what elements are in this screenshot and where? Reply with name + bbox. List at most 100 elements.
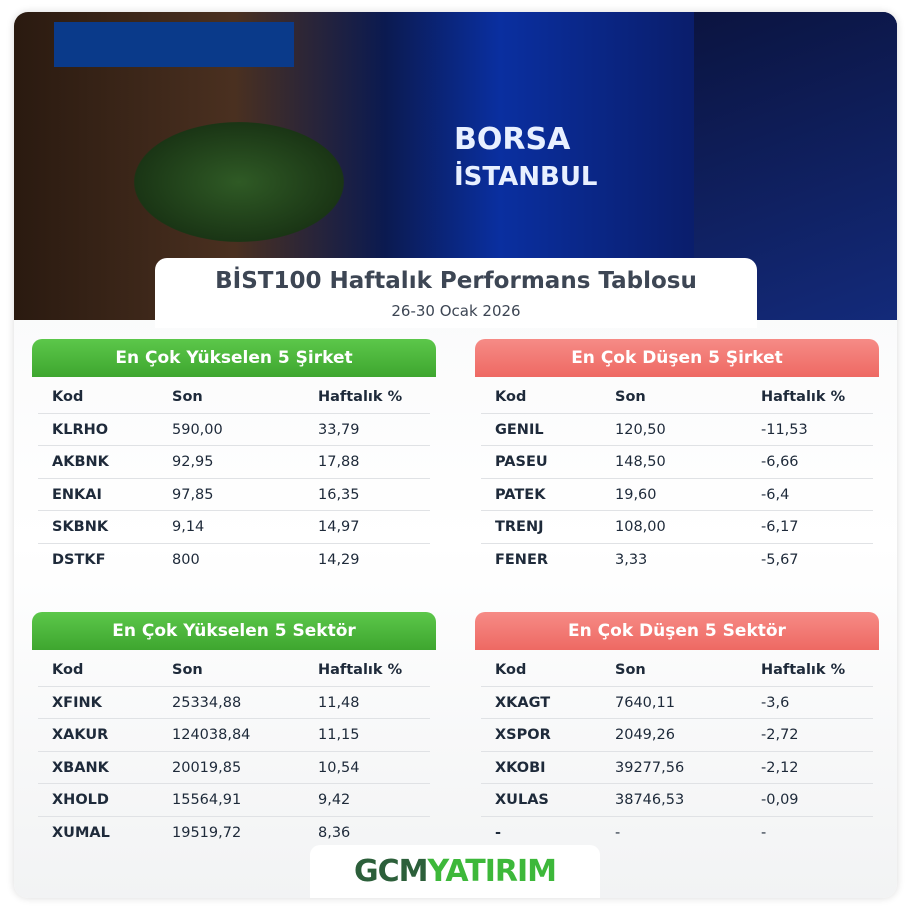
table-row: PATEK 19,60 -6,4 [481, 479, 873, 511]
header-row: Kod Son Haftalık % [481, 654, 873, 687]
column-header: Kod [52, 389, 84, 405]
sign-text: BORSA [454, 122, 571, 157]
table-row: XHOLD 15564,91 9,42 [38, 784, 430, 817]
table-row: XFINK 25334,88 11,48 [38, 687, 430, 719]
column-header: Haftalık % [318, 389, 403, 405]
cell: -0,09 [761, 792, 799, 808]
cell: 120,50 [615, 421, 666, 438]
cell: 590,00 [172, 421, 223, 438]
cell: XAKUR [52, 727, 109, 743]
cell: 19,60 [615, 486, 657, 503]
cell: -11,53 [761, 421, 808, 438]
cell: 16,35 [318, 486, 360, 503]
cell: -2,72 [761, 727, 799, 743]
cell: 19519,72 [172, 824, 242, 841]
cell: KLRHO [52, 421, 109, 438]
table: En Çok Düşen 5 Sektör Kod Son Haftalık % XKA… [475, 612, 879, 848]
cell: 7640,11 [615, 694, 675, 711]
table-row: XAKUR 124038,84 11,15 [38, 719, 430, 752]
table-row: XKAGT 7640,11 -3,6 [481, 687, 873, 719]
led-band [54, 22, 294, 67]
column-header: Kod [495, 662, 527, 678]
table-title: En Çok Yükselen 5 Şirket [32, 339, 436, 377]
logo: GCMYATIRIM [310, 845, 600, 898]
column-header: Son [615, 389, 646, 405]
cell: 2049,26 [615, 727, 675, 743]
column-header: Son [172, 662, 203, 678]
cell: -5,67 [761, 551, 799, 568]
cell: TRENJ [495, 519, 544, 535]
cell: XHOLD [52, 792, 109, 808]
cell: -6,17 [761, 519, 799, 535]
cell: XFINK [52, 694, 102, 711]
title-box: BİST100 Haftalık Performans Tablosu 26-3… [155, 258, 757, 328]
cell: 10,54 [318, 759, 360, 776]
table-title: En Çok Yükselen 5 Sektör [32, 612, 436, 650]
cell: 124038,84 [172, 727, 251, 743]
cell: 11,48 [318, 694, 360, 711]
cell: 148,50 [615, 454, 666, 470]
table-row: GENIL 120,50 -11,53 [481, 414, 873, 446]
cell: -3,6 [761, 694, 790, 711]
cell: 9,42 [318, 792, 351, 808]
table-row: XUMAL 19519,72 8,36 [38, 817, 430, 849]
column-header: Son [615, 662, 646, 678]
column-header: Son [172, 389, 203, 405]
title: BİST100 Haftalık Performans Tablosu [215, 268, 697, 294]
table-row: PASEU 148,50 -6,66 [481, 446, 873, 479]
cell: GENIL [495, 421, 544, 438]
cell: XSPOR [495, 727, 551, 743]
cell: 25334,88 [172, 694, 242, 711]
cell: 800 [172, 551, 200, 568]
table-row: SKBNK 9,14 14,97 [38, 511, 430, 544]
table-row: TRENJ 108,00 -6,17 [481, 511, 873, 544]
cell: - [761, 824, 767, 841]
table-row: KLRHO 590,00 33,79 [38, 414, 430, 446]
table: En Çok Düşen 5 Şirket Kod Son Haftalık % GEN… [475, 339, 879, 575]
sign-text: İSTANBUL [454, 162, 598, 192]
subtitle: 26-30 Ocak 2026 [391, 302, 521, 320]
table: En Çok Yükselen 5 Sektör Kod Son Haftalık %… [32, 612, 436, 848]
cell: 11,15 [318, 727, 360, 743]
column-header: Kod [495, 389, 527, 405]
cell: 92,95 [172, 454, 214, 470]
cell: AKBNK [52, 454, 109, 470]
cell: 9,14 [172, 519, 205, 535]
cell: SKBNK [52, 519, 109, 535]
cell: XULAS [495, 792, 549, 808]
column-header: Haftalık % [318, 662, 403, 678]
cell: PATEK [495, 486, 546, 503]
header-row: Kod Son Haftalık % [38, 381, 430, 414]
table-title: En Çok Düşen 5 Sektör [475, 612, 879, 650]
cell: ENKAI [52, 486, 102, 503]
table-title: En Çok Düşen 5 Şirket [475, 339, 879, 377]
table-row: ENKAI 97,85 16,35 [38, 479, 430, 511]
cell: -6,4 [761, 486, 790, 503]
cell: 39277,56 [615, 759, 685, 776]
table-row: DSTKF 800 14,29 [38, 544, 430, 576]
cell: XUMAL [52, 824, 110, 841]
logo-text: GCM [354, 854, 428, 889]
cell: PASEU [495, 454, 548, 470]
column-header: Haftalık % [761, 389, 846, 405]
cell: XBANK [52, 759, 109, 776]
cell: 3,33 [615, 551, 648, 568]
cell: FENER [495, 551, 549, 568]
table-row: --- [481, 817, 873, 849]
header-row: Kod Son Haftalık % [481, 381, 873, 414]
cell: 14,97 [318, 519, 360, 535]
cell: DSTKF [52, 551, 106, 568]
card: BORSA İSTANBUL BİST100 Haftalık Performa… [14, 12, 897, 898]
cell: - [615, 824, 621, 841]
cell: 108,00 [615, 519, 666, 535]
cell: XKOBI [495, 759, 546, 776]
table-row: AKBNK 92,95 17,88 [38, 446, 430, 479]
column-header: Kod [52, 662, 84, 678]
header-row: Kod Son Haftalık % [38, 654, 430, 687]
cell: 8,36 [318, 824, 351, 841]
cell: 14,29 [318, 551, 360, 568]
cell: 20019,85 [172, 759, 242, 776]
cell: XKAGT [495, 694, 551, 711]
table-row: XBANK 20019,85 10,54 [38, 752, 430, 784]
